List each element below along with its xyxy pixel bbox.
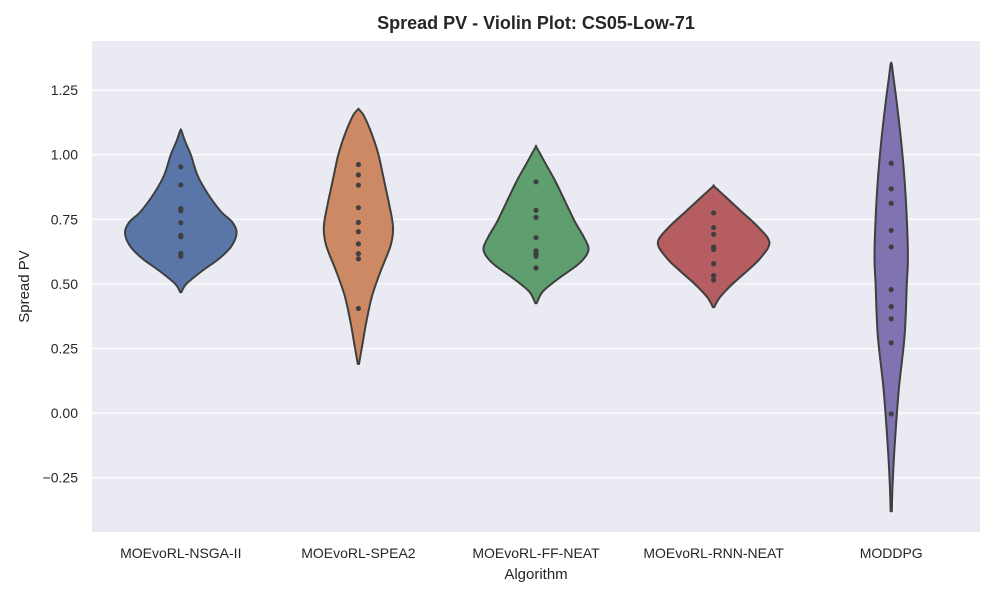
x-tick-label: MODDPG	[860, 545, 923, 561]
observation-point	[711, 246, 717, 253]
violin-group	[124, 128, 238, 294]
observation-point	[178, 208, 184, 214]
violin-body	[482, 144, 590, 305]
x-tick-labels: MOEvoRL-NSGA-II MOEvoRL-SPEA2 MOEvoRL-FF-N…	[120, 545, 923, 561]
observation-point	[888, 340, 894, 346]
observation-point	[533, 253, 539, 259]
observation-point	[711, 224, 717, 231]
y-tick-label: 0.00	[51, 405, 78, 421]
observation-point	[711, 210, 717, 216]
observation-point	[178, 182, 184, 188]
chart-title: Spread PV - Violin Plot: CS05-Low-71	[377, 13, 695, 33]
observation-point	[355, 205, 361, 211]
x-axis-label: Algorithm	[504, 566, 567, 583]
observation-point	[355, 172, 361, 178]
violin-body	[873, 61, 909, 513]
y-tick-labels: −0.25 0.00 0.25 0.50 0.75 1.00 1.25	[43, 82, 79, 486]
x-tick-label: MOEvoRL-NSGA-II	[120, 545, 241, 561]
y-tick-label: 1.25	[51, 82, 78, 98]
violin-group	[873, 61, 909, 513]
x-tick-label: MOEvoRL-RNN-NEAT	[643, 545, 784, 561]
observation-point	[355, 182, 361, 188]
y-tick-label: 0.50	[51, 276, 78, 292]
observation-point	[533, 265, 539, 271]
observation-point	[178, 164, 184, 170]
observation-point	[355, 256, 361, 262]
observation-point	[888, 244, 894, 250]
y-tick-label: 0.75	[51, 211, 78, 227]
observation-point	[888, 316, 894, 322]
y-tick-label: 0.25	[51, 341, 78, 357]
observation-point	[888, 160, 894, 166]
observation-point	[888, 287, 894, 293]
observation-point	[888, 411, 894, 417]
observation-point	[355, 305, 361, 312]
observation-point	[355, 219, 361, 226]
violin-body	[322, 107, 395, 365]
x-tick-label: MOEvoRL-FF-NEAT	[472, 545, 600, 561]
observation-point	[711, 273, 717, 279]
observation-point	[355, 229, 361, 235]
violins	[124, 61, 909, 513]
violin-group	[656, 184, 771, 309]
observation-point	[355, 241, 361, 247]
observation-point	[888, 304, 894, 310]
observation-point	[533, 235, 539, 241]
observation-point	[888, 227, 894, 234]
observation-point	[533, 179, 539, 185]
observation-point	[355, 251, 361, 257]
observation-point	[178, 253, 184, 259]
observation-point	[711, 261, 717, 267]
observation-point	[711, 277, 717, 283]
observation-point	[533, 214, 539, 221]
observation-point	[888, 200, 894, 206]
observation-point	[888, 186, 894, 192]
y-axis-label: Spread PV	[16, 250, 33, 323]
observation-point	[711, 231, 717, 237]
violin-group	[482, 144, 590, 305]
x-tick-label: MOEvoRL-SPEA2	[301, 545, 416, 561]
y-tick-label: −0.25	[43, 470, 79, 486]
observation-point	[533, 207, 539, 213]
observation-point	[178, 220, 184, 226]
observation-point	[355, 161, 361, 168]
observation-point	[178, 234, 184, 240]
violin-group	[322, 107, 395, 365]
y-tick-label: 1.00	[51, 147, 78, 163]
